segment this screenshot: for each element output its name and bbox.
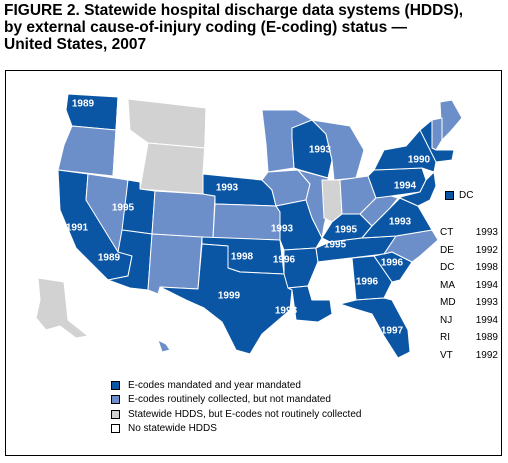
state-ME <box>439 99 463 141</box>
title-line-3: United States, 2007 <box>4 36 147 53</box>
small-state-code: DE <box>440 244 454 256</box>
year-label-ca: 1991 <box>66 223 89 234</box>
dc-key: DC <box>445 190 473 201</box>
year-label-ny: 1990 <box>408 155 431 166</box>
state-AK <box>35 277 89 339</box>
legend-swatch <box>111 424 120 434</box>
year-label-ky: 1995 <box>335 225 358 236</box>
title-line-2: by external cause-of-injury coding (E-co… <box>4 19 408 36</box>
state-ND <box>204 107 267 145</box>
small-state-row: MA 1994 <box>440 277 498 295</box>
state-TX <box>159 243 293 355</box>
legend-label: E-codes routinely collected, but not man… <box>128 394 331 406</box>
small-state-row: RI 1989 <box>440 329 498 347</box>
small-state-row: MD 1993 <box>440 294 498 312</box>
small-state-year: 1992 <box>475 349 498 361</box>
state-FL <box>339 297 411 359</box>
small-state-row: CT 1993 <box>440 224 498 242</box>
figure-title: FIGURE 2. Statewide hospital discharge d… <box>4 2 504 53</box>
map-frame <box>5 70 502 456</box>
state-NH <box>431 117 443 151</box>
small-state-year: 1989 <box>475 332 498 343</box>
legend-label: No statewide HDDS <box>128 423 217 435</box>
dc-key-label: DC <box>459 190 474 201</box>
state-MT <box>127 98 207 149</box>
legend-label: Statewide HDDS, but E-codes not routinel… <box>128 408 362 420</box>
state-WY <box>139 142 206 195</box>
legend-item: Statewide HDDS, but E-codes not routinel… <box>111 407 361 422</box>
small-state-code: MA <box>440 279 455 291</box>
small-state-row: DC 1998 <box>440 259 498 277</box>
dc-key-swatch <box>445 191 454 200</box>
legend-item: E-codes routinely collected, but not man… <box>111 393 361 408</box>
small-state-row: VT 1992 <box>440 347 498 365</box>
year-label-fl: 1997 <box>381 326 404 337</box>
small-state-year: 1994 <box>475 314 498 326</box>
year-label-ut: 1995 <box>112 203 135 214</box>
year-label-la: 1998 <box>275 306 298 317</box>
year-label-ar: 1996 <box>273 255 296 266</box>
state-HI <box>157 339 171 353</box>
state-CO <box>151 190 216 239</box>
small-state-code: RI <box>440 332 450 343</box>
small-state-code: VT <box>440 349 453 361</box>
small-state-code: MD <box>440 297 456 308</box>
legend-swatch <box>111 380 120 390</box>
year-label-wa: 1989 <box>72 99 95 110</box>
year-label-pa: 1994 <box>394 181 417 192</box>
legend-item: No statewide HDDS <box>111 422 361 437</box>
state-IN <box>321 179 343 223</box>
year-label-sc: 1996 <box>381 258 404 269</box>
legend: E-codes mandated and year mandated E-code… <box>111 378 361 436</box>
year-label-ne: 1993 <box>216 183 239 194</box>
year-label-mo: 1993 <box>271 224 294 235</box>
state-OR <box>57 125 117 177</box>
state-new-england-small <box>419 119 455 163</box>
year-label-tx: 1999 <box>218 291 241 302</box>
year-label-az: 1989 <box>98 253 121 264</box>
state-NM <box>147 233 203 295</box>
small-state-row: DE 1992 <box>440 242 498 260</box>
dc-swatch-map <box>410 196 416 202</box>
legend-label: E-codes mandated and year mandated <box>128 379 301 391</box>
small-state-year: 1998 <box>475 262 498 273</box>
state-SD <box>202 141 269 181</box>
year-label-va: 1993 <box>389 217 412 228</box>
small-state-year: 1992 <box>475 244 498 256</box>
year-label-ok: 1998 <box>231 252 254 263</box>
year-label-tn: 1995 <box>324 240 347 251</box>
state-mid-atlantic-small <box>397 171 437 207</box>
legend-swatch <box>111 409 120 419</box>
state-GA <box>351 255 393 301</box>
small-state-code: NJ <box>440 314 453 326</box>
year-label-ga: 1996 <box>356 277 379 288</box>
small-state-year: 1994 <box>475 279 498 291</box>
small-states-list: CT 1993 DE 1992 DC 1998 MA 1994 MD 1993 NJ 1994 RI 19… <box>440 224 498 364</box>
legend-swatch <box>111 395 120 405</box>
small-state-row: NJ 1994 <box>440 312 498 330</box>
legend-item: E-codes mandated and year mandated <box>111 378 361 393</box>
year-label-wi: 1993 <box>309 145 332 156</box>
small-state-year: 1993 <box>475 227 498 238</box>
small-state-code: DC <box>440 262 455 273</box>
small-state-year: 1993 <box>475 297 498 308</box>
title-line-1: FIGURE 2. Statewide hospital discharge d… <box>4 2 464 19</box>
small-state-code: CT <box>440 227 454 238</box>
